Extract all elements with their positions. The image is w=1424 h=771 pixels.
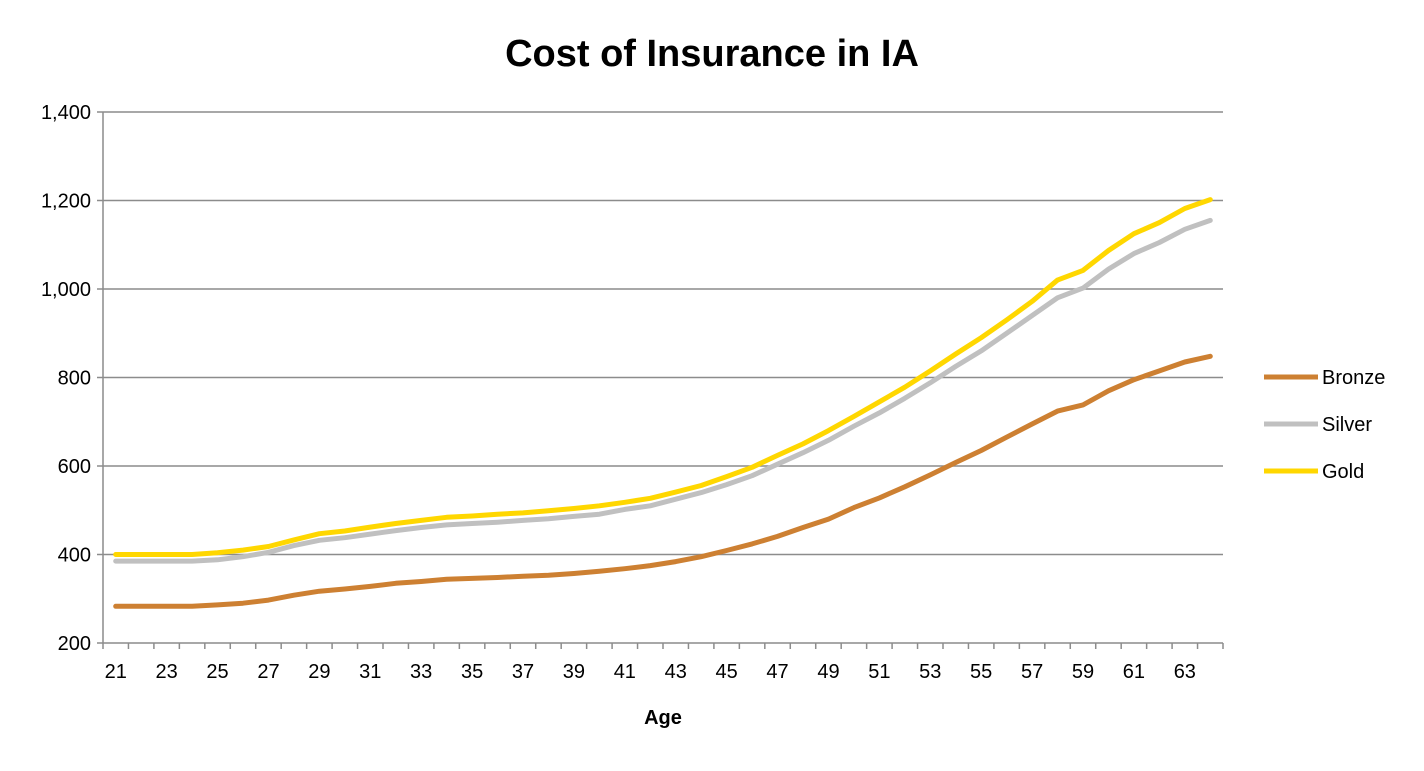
series-line-bronze: [113, 353, 1213, 609]
chart-title: Cost of Insurance in IA: [505, 33, 919, 75]
x-tick-label: 39: [563, 661, 585, 683]
x-tick-label: 37: [512, 661, 534, 683]
series-line-gold: [113, 197, 1213, 557]
x-tick-label: 35: [461, 661, 483, 683]
x-tick-label: 33: [410, 661, 432, 683]
legend-label: Silver: [1322, 414, 1372, 436]
x-tick-label: 25: [206, 661, 228, 683]
x-tick-label: 31: [359, 661, 381, 683]
x-tick-label: 59: [1072, 661, 1094, 683]
x-tick-label: 49: [817, 661, 839, 683]
x-tick-label: 27: [257, 661, 279, 683]
y-tick-label: 600: [58, 456, 91, 478]
y-tick-label: 200: [58, 633, 91, 655]
x-tick-label: 45: [716, 661, 738, 683]
x-tick-label: 51: [868, 661, 890, 683]
x-tick-label: 57: [1021, 661, 1043, 683]
x-tick-label: 47: [766, 661, 788, 683]
x-tick-label: 41: [614, 661, 636, 683]
x-tick-label: 29: [308, 661, 330, 683]
x-tick-label: 55: [970, 661, 992, 683]
x-tick-label: 43: [665, 661, 687, 683]
y-tick-label: 1,200: [41, 191, 91, 213]
x-tick-label: 21: [105, 661, 127, 683]
series-line-silver: [113, 217, 1213, 564]
y-tick-label: 1,400: [41, 102, 91, 124]
x-axis-label: Age: [644, 707, 682, 729]
x-tick-label: 61: [1123, 661, 1145, 683]
y-tick-label: 400: [58, 545, 91, 567]
x-tick-label: 23: [156, 661, 178, 683]
legend-label: Gold: [1322, 461, 1364, 483]
x-tick-label: 53: [919, 661, 941, 683]
legend-label: Bronze: [1322, 367, 1385, 389]
x-tick-label: 63: [1174, 661, 1196, 683]
y-tick-label: 800: [58, 368, 91, 390]
y-tick-label: 1,000: [41, 279, 91, 301]
